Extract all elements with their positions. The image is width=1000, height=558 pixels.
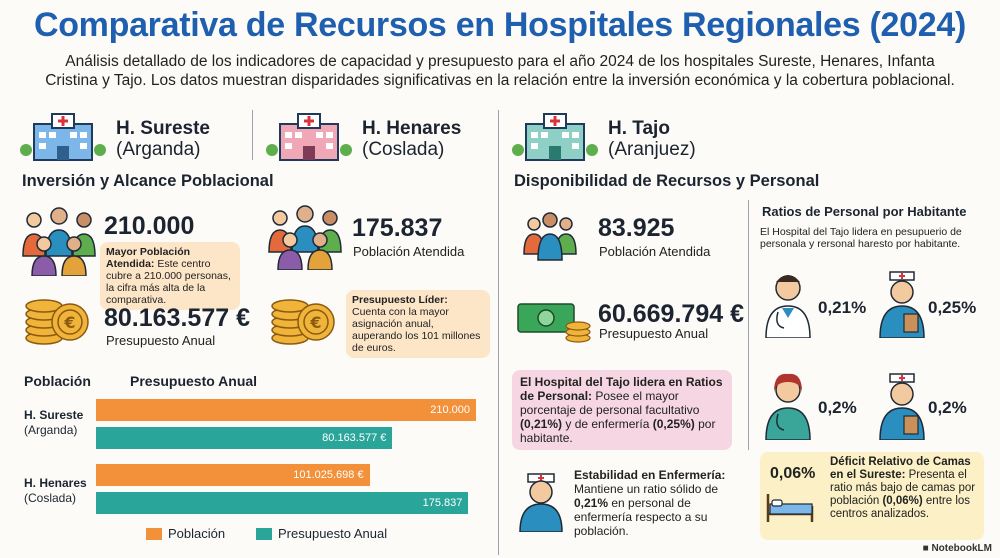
bar-sureste-poblacion: 210.000 xyxy=(96,399,476,421)
coins-icon: € xyxy=(271,299,335,345)
note-text: Presenta el ratio más bajo de camas por … xyxy=(830,469,976,507)
divider xyxy=(748,200,749,450)
section-title-inversion: Inversión y Alcance Poblacional xyxy=(22,172,274,190)
nurse-icon xyxy=(879,271,925,338)
beds-value: 0,06% xyxy=(770,465,816,482)
tajo-lead-note: El Hospital del Tajo lidera en Ratios de… xyxy=(512,370,732,450)
ratios-description: El Hospital del Tajo lidera en pesupueri… xyxy=(760,226,962,250)
ratio-doctor-1: 0,21% xyxy=(818,298,867,317)
beds-deficit-note: 0,06% Déficit Relativo de Camas en el Su… xyxy=(760,452,984,540)
hospital-building-icon xyxy=(266,113,352,161)
legend-label-poblacion: Población xyxy=(168,526,226,541)
hospital-building-icon xyxy=(512,113,598,161)
money-icon xyxy=(517,303,591,343)
henares-budget-note: Presupuesto Líder: Cuenta con la mayor a… xyxy=(346,290,490,358)
beds-text: Déficit Relativo de Camas en el Sureste:… xyxy=(830,456,980,521)
category-name: H. Sureste xyxy=(24,408,84,422)
bar-henares-presupuesto: 175.837 xyxy=(96,492,469,514)
hospital-building-icon xyxy=(20,113,106,161)
note-text: Este centro cubre a 210.000 personas, la… xyxy=(106,258,231,306)
ratio-nurse-2: 0,2% xyxy=(928,398,967,417)
note-value: (0,25%) xyxy=(652,417,695,431)
ratios-title: Ratios de Personal por Habitante xyxy=(762,204,967,219)
category-location: (Arganda) xyxy=(24,423,78,437)
hospital-name: H. Sureste xyxy=(116,118,210,139)
tajo-budget-value: 60.669.794 € xyxy=(598,300,744,328)
note-title: Mayor Población Atendida: xyxy=(106,246,191,270)
ratio-nurse-1: 0,25% xyxy=(928,298,977,317)
legend-swatch-presupuesto xyxy=(256,528,272,540)
note-text: por habitante. xyxy=(520,417,716,445)
sureste-population-value: 210.000 xyxy=(104,212,195,240)
sureste-budget-value: 80.163.577 € xyxy=(104,304,250,332)
note-value: (0,21%) xyxy=(520,417,563,431)
legend-swatch-poblacion xyxy=(146,528,162,540)
note-value: (0,06%) xyxy=(882,495,923,507)
bed-icon xyxy=(766,494,814,522)
doctor-icon xyxy=(765,373,811,440)
sureste-budget-caption: Presupuesto Anual xyxy=(106,333,216,348)
bar-sureste-presupuesto: 80.163.577 € xyxy=(96,427,393,449)
tajo-population-value: 83.925 xyxy=(598,214,675,242)
population-crowd-icon xyxy=(22,207,96,276)
nurse-icon xyxy=(879,373,925,440)
sureste-population-note: Mayor Población Atendida: Este centro cu… xyxy=(100,242,240,310)
hospital-location: (Coslada) xyxy=(362,139,445,160)
section-title-disponibilidad: Disponibilidad de Recursos y Personal xyxy=(514,172,820,190)
population-group-icon xyxy=(523,212,577,261)
divider xyxy=(498,110,499,555)
hospital-name: H. Henares xyxy=(362,118,462,139)
doctor-icon xyxy=(765,275,811,338)
nursing-note: Estabilidad en Enfermería: Mantiene un r… xyxy=(574,468,742,538)
coins-icon: € xyxy=(25,299,89,345)
page-subtitle: Análisis detallado de los indicadores de… xyxy=(45,53,955,89)
henares-population-value: 175.837 xyxy=(352,214,443,242)
hospital-name: H. Tajo xyxy=(608,118,670,139)
legend-label-presupuesto: Presupuesto Anual xyxy=(278,526,388,541)
chart-category-henares: H. Henares (Coslada) xyxy=(24,476,87,506)
chart-header-right: Presupuesto Anual xyxy=(130,373,258,389)
brand-logo: ■ NotebookLM xyxy=(922,543,992,554)
brand-text: NotebookLM xyxy=(931,543,992,554)
note-text: Cuenta con la mayor asignación anual, au… xyxy=(352,306,481,354)
population-crowd-icon xyxy=(268,205,342,270)
svg-text:€: € xyxy=(309,313,321,332)
note-text: entre los centros analizados. xyxy=(830,495,971,520)
hospital-header-sureste: H. Sureste (Arganda) xyxy=(20,112,240,164)
divider xyxy=(252,110,253,160)
hospital-location: (Aranjuez) xyxy=(608,139,696,160)
category-location: (Coslada) xyxy=(24,491,77,505)
note-title: Déficit Relativo de Camas en el Sureste: xyxy=(830,456,971,481)
note-text: Posee el mayor porcentaje de personal fa… xyxy=(520,389,700,417)
hospital-header-tajo: H. Tajo (Aranjuez) xyxy=(512,112,732,164)
chart-category-sureste: H. Sureste (Arganda) xyxy=(24,408,83,438)
note-value: 0,21% xyxy=(574,496,609,510)
tajo-population-caption: Población Atendida xyxy=(599,244,711,259)
page-title: Comparativa de Recursos en Hospitales Re… xyxy=(33,6,967,44)
hospital-location: (Arganda) xyxy=(116,139,201,160)
nurse-icon xyxy=(519,473,563,532)
ratio-doctor-2: 0,2% xyxy=(818,398,857,417)
note-title: Presupuesto Líder: xyxy=(352,294,448,306)
chart-header-left: Población xyxy=(24,373,91,389)
note-text: y de enfermería xyxy=(562,417,653,431)
svg-text:€: € xyxy=(63,313,75,332)
henares-population-caption: Población Atendida xyxy=(353,244,465,259)
hospital-header-henares: H. Henares (Coslada) xyxy=(266,112,486,164)
bar-henares-poblacion: 101.025.698 € xyxy=(96,464,370,486)
tajo-budget-caption: Presupuesto Anual xyxy=(599,326,709,341)
note-title: El Hospital del Tajo lidera en Ratios de… xyxy=(520,375,723,403)
note-text: en personal de enfermería respecto a su … xyxy=(574,496,708,538)
note-text: Mantiene un ratio sólido de xyxy=(574,482,719,496)
category-name: H. Henares xyxy=(24,476,87,490)
note-title: Estabilidad en Enfermería: xyxy=(574,468,726,482)
